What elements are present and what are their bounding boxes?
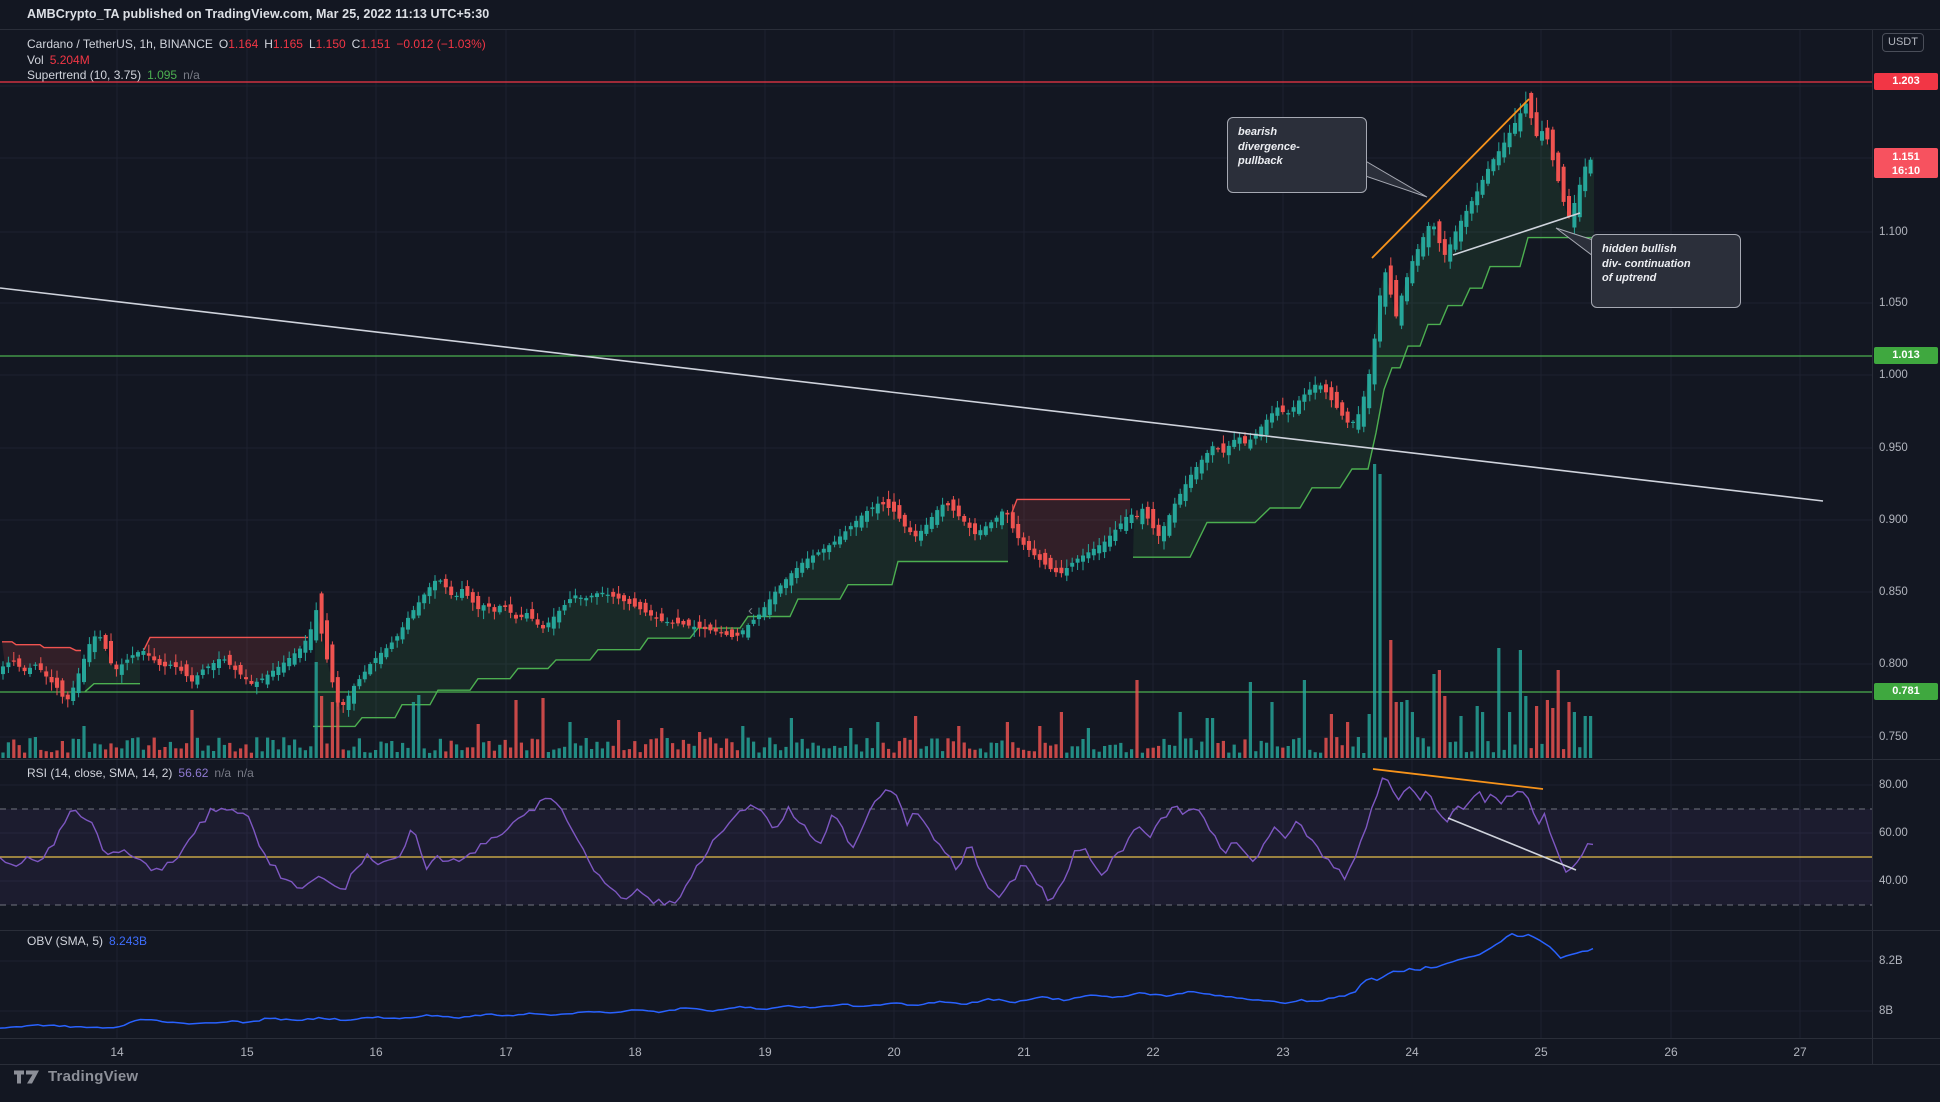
obv-axis-label: 8B (1879, 1005, 1894, 1017)
time-axis-label: 24 (1405, 1045, 1419, 1059)
time-axis-label: 27 (1793, 1045, 1807, 1059)
callout-hidden-bullish-div[interactable]: hidden bullish div- continuation of uptr… (1591, 234, 1741, 308)
symbol-title: Cardano / TetherUS, 1h, BINANCE (27, 37, 213, 51)
supertrend-value: 1.095 (147, 68, 178, 82)
rsi-value: 56.62 (178, 766, 209, 780)
rsi-axis-label: 40.00 (1879, 875, 1908, 887)
price-axis-label: 0.900 (1879, 514, 1908, 526)
obv-label: OBV (SMA, 5) (27, 934, 104, 948)
price-axis-label: 0.800 (1879, 658, 1908, 670)
ohlc-high: H1.165 (264, 37, 303, 51)
supertrend-label: Supertrend (10, 3.75) (27, 68, 142, 82)
rsi-label: RSI (14, close, SMA, 14, 2) (27, 766, 173, 780)
supertrend-na: n/a (183, 68, 200, 82)
time-axis-label: 17 (499, 1045, 513, 1059)
price-badge: 1.013 (1874, 347, 1938, 364)
time-axis-label: 21 (1017, 1045, 1031, 1059)
rsi-legend[interactable]: RSI (14, close, SMA, 14, 2) 56.62 n/a n/… (27, 766, 254, 780)
time-axis-label: 15 (240, 1045, 254, 1059)
time-axis-label: 18 (628, 1045, 642, 1059)
price-axis[interactable]: USDT (1872, 29, 1940, 1065)
time-axis-label: 23 (1276, 1045, 1290, 1059)
chevron-left-marker: ‹ (748, 602, 753, 619)
ohlc-low: L1.150 (308, 37, 346, 51)
supertrend-legend[interactable]: Supertrend (10, 3.75) 1.095 n/a (27, 68, 200, 82)
price-axis-label: 1.050 (1879, 297, 1908, 309)
callout-bearish-divergence[interactable]: bearish divergence- pullback (1227, 117, 1367, 193)
ohlc-open: O1.164 (218, 37, 259, 51)
time-axis-label: 26 (1664, 1045, 1678, 1059)
volume-label: Vol (27, 53, 44, 67)
change-value: −0.012 (−1.03%) (396, 37, 486, 51)
time-axis[interactable] (0, 1038, 1872, 1065)
tradingview-logo-icon[interactable] (14, 1069, 40, 1085)
volume-value: 5.204M (49, 53, 90, 67)
callout-line: hidden bullish (1602, 243, 1677, 255)
time-axis-label: 22 (1146, 1045, 1160, 1059)
volume-legend[interactable]: Vol 5.204M (27, 53, 90, 67)
time-axis-label: 19 (758, 1045, 772, 1059)
price-axis-label: 1.000 (1879, 369, 1908, 381)
time-axis-label: 16 (369, 1045, 383, 1059)
obv-axis-label: 8.2B (1879, 955, 1903, 967)
price-axis-label: 0.750 (1879, 731, 1908, 743)
rsi-na-2: n/a (237, 766, 254, 780)
rsi-axis-label: 80.00 (1879, 779, 1908, 791)
footer: TradingView (14, 1068, 138, 1085)
time-axis-label: 20 (887, 1045, 901, 1059)
price-badge: 0.781 (1874, 683, 1938, 700)
obv-legend[interactable]: OBV (SMA, 5) 8.243B (27, 934, 147, 948)
callout-line: of uptrend (1602, 272, 1657, 284)
time-axis-label: 14 (110, 1045, 124, 1059)
rsi-axis-label: 60.00 (1879, 827, 1908, 839)
price-axis-label: 0.950 (1879, 442, 1908, 454)
price-badge: 1.151 16:10 (1874, 148, 1938, 178)
rsi-na-1: n/a (214, 766, 232, 780)
callout-line: divergence- (1238, 140, 1300, 153)
currency-badge: USDT (1882, 33, 1924, 52)
callout-line: div- continuation (1602, 257, 1691, 270)
price-badge: 1.203 (1874, 73, 1938, 90)
price-axis-label: 1.100 (1879, 226, 1908, 238)
callout-line: pullback (1238, 155, 1283, 167)
callout-line: bearish (1238, 126, 1278, 138)
main-legend[interactable]: Cardano / TetherUS, 1h, BINANCE O1.164 H… (27, 37, 486, 51)
publication-title: AMBCrypto_TA published on TradingView.co… (27, 7, 490, 21)
price-axis-label: 0.850 (1879, 586, 1908, 598)
tradingview-brand[interactable]: TradingView (48, 1068, 139, 1085)
time-axis-label: 25 (1534, 1045, 1548, 1059)
title-bar: AMBCrypto_TA published on TradingView.co… (0, 0, 1940, 29)
ohlc-close: C1.151 (351, 37, 391, 51)
obv-value: 8.243B (109, 934, 148, 948)
